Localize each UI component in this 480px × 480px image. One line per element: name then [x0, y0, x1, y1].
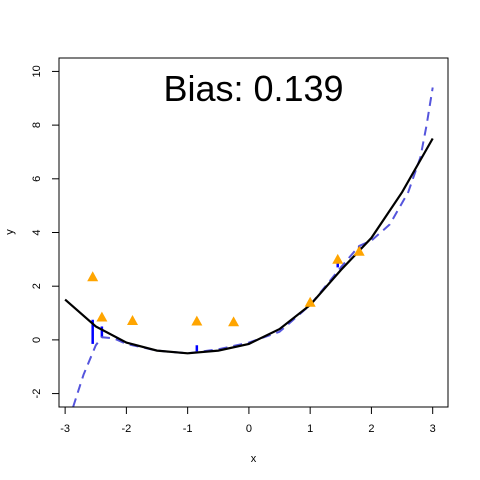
data-point: [191, 315, 203, 326]
y-tick-label: -2: [31, 389, 43, 399]
x-tick-label: 2: [368, 423, 374, 435]
y-tick-label: 4: [31, 229, 43, 235]
y-axis-label: y: [4, 229, 16, 235]
data-point: [353, 245, 365, 256]
x-tick-label: -3: [60, 423, 70, 435]
x-tick-label: -1: [183, 423, 193, 435]
y-tick-label: 2: [31, 283, 43, 289]
fitted-curve: [72, 87, 434, 407]
true-curve: [64, 137, 434, 355]
data-point: [304, 296, 316, 307]
data-point: [96, 311, 108, 322]
y-tick-label: 10: [31, 65, 43, 77]
y-tick-label: 6: [31, 176, 43, 182]
x-tick-label: -2: [121, 423, 131, 435]
data-point: [87, 271, 99, 282]
plot-frame: [58, 57, 449, 408]
y-axis: -2 0 2 4 6 8 10: [31, 65, 59, 398]
y-tick-label: 8: [31, 122, 43, 128]
x-axis: -3 -2 -1 0 1 2 3: [60, 407, 436, 435]
plot-area: [64, 87, 434, 407]
x-tick-label: 3: [430, 423, 436, 435]
x-tick-label: 1: [307, 423, 313, 435]
bias-annotation: Bias: 0.139: [163, 68, 343, 109]
x-tick-label: 0: [246, 423, 252, 435]
data-point: [127, 315, 139, 325]
x-axis-label: x: [251, 453, 257, 465]
y-tick-label: 0: [31, 337, 43, 343]
data-point: [332, 253, 344, 264]
data-point: [228, 316, 240, 327]
